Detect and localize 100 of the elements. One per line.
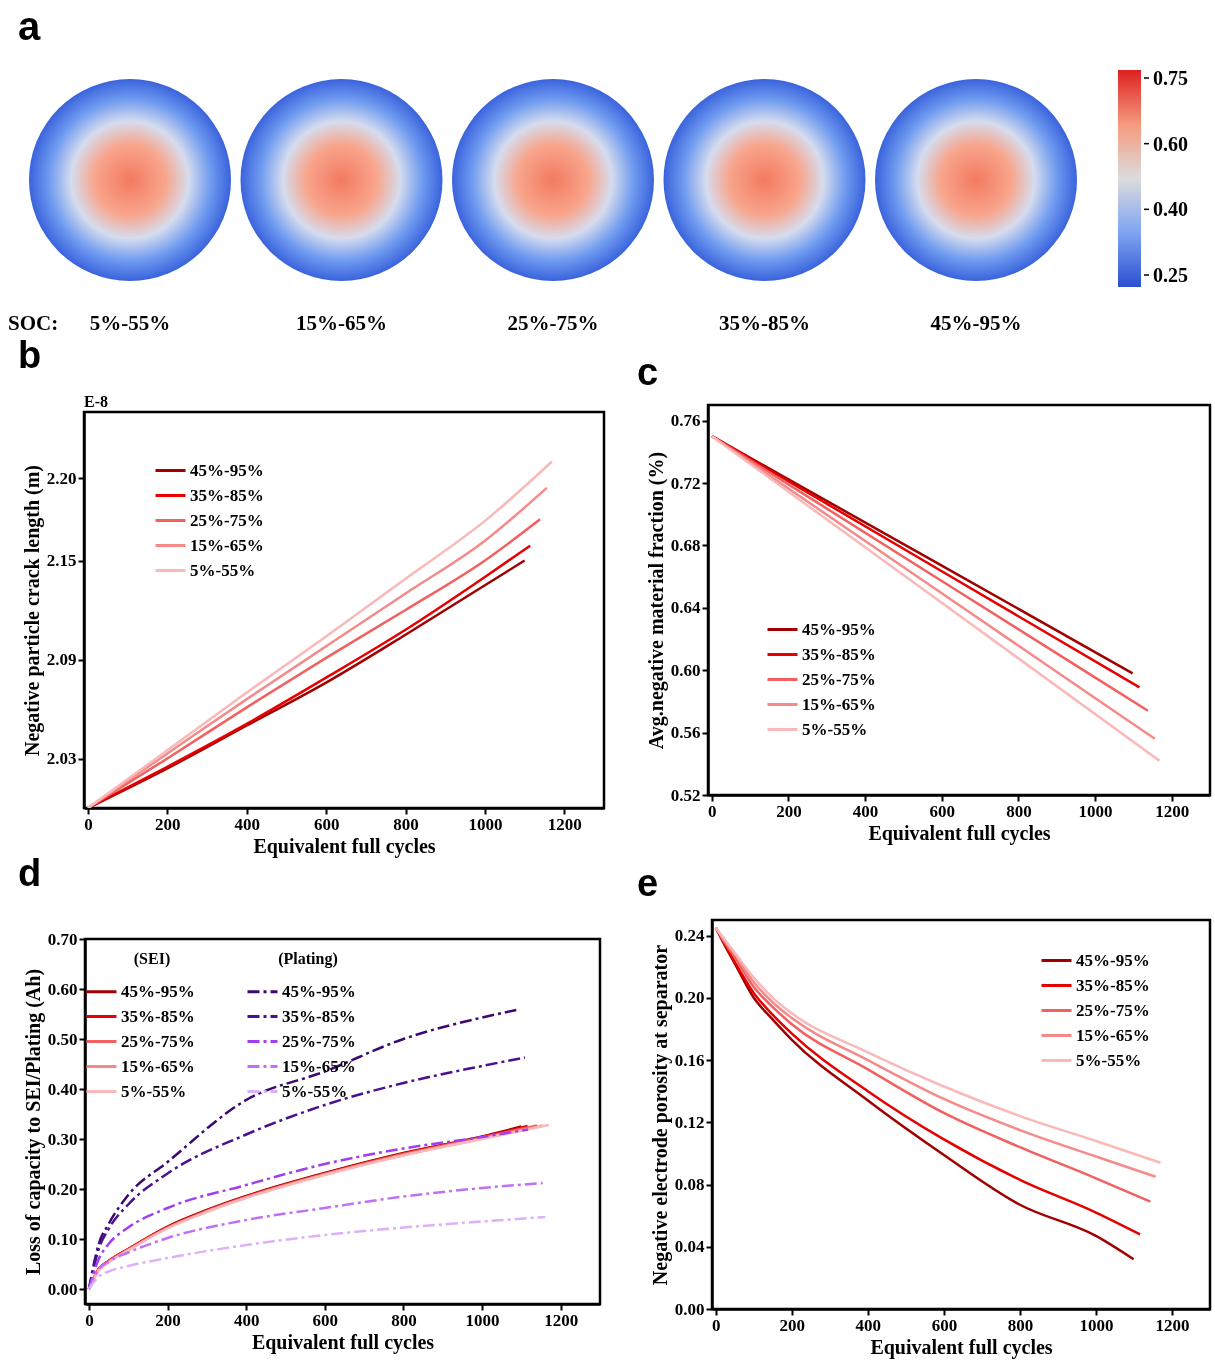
x-tick-label: 0 xyxy=(84,814,93,834)
x-tick-label: 800 xyxy=(393,814,419,834)
y-tick-label: 2.15 xyxy=(46,551,77,570)
legend-label: 45%-95% xyxy=(190,460,264,480)
x-tick-label: 800 xyxy=(1006,801,1032,821)
legend-label: 25%-75% xyxy=(1076,1000,1150,1020)
legend-label: 5%-55% xyxy=(802,719,868,739)
legend-label: 25%-75% xyxy=(802,669,876,689)
legend-label: 35%-85% xyxy=(1076,975,1150,995)
text: 0.25 xyxy=(1153,264,1188,286)
y-tick-label: 0.20 xyxy=(47,1179,78,1199)
x-tick-label: 1000 xyxy=(468,814,503,834)
legend-label: 15%-65% xyxy=(190,535,264,555)
x-tick-label: 1000 xyxy=(465,1310,500,1330)
x-tick-label: 1200 xyxy=(1155,1315,1190,1335)
text: a xyxy=(18,4,41,48)
x-axis-title: Equivalent full cycles xyxy=(868,821,1051,845)
y-tick-label: 0.00 xyxy=(674,1299,705,1319)
y-tick-label: 0.20 xyxy=(674,988,705,1008)
y-tick-label: 0.72 xyxy=(670,473,701,493)
x-tick-label: 600 xyxy=(312,1310,339,1330)
chart-title: c xyxy=(637,351,659,393)
annotation: (SEI) xyxy=(133,950,171,968)
legend-label: 5%-55% xyxy=(121,1081,187,1101)
y-tick-label: 2.03 xyxy=(46,749,77,768)
legend-label: 25%-75% xyxy=(282,1031,356,1051)
x-tick-label: 800 xyxy=(391,1310,417,1330)
x-tick-label: 1000 xyxy=(1079,1315,1114,1335)
legend-label: 15%-65% xyxy=(802,694,876,714)
y-tick-label: 0.60 xyxy=(47,979,78,999)
legend-label: 25%-75% xyxy=(121,1031,195,1051)
category-label: 5%-55% xyxy=(89,311,171,335)
x-tick-label: 1000 xyxy=(1078,801,1113,821)
x-tick-label: 800 xyxy=(1007,1315,1034,1335)
category-label: 35%-85% xyxy=(719,311,810,335)
y-axis-title: Negative particle crack length (m) xyxy=(20,464,44,757)
y-tick-label: 2.09 xyxy=(46,650,77,669)
text: 0.60 xyxy=(1153,132,1188,155)
legend-label: 45%-95% xyxy=(1076,950,1150,970)
x-tick-label: 200 xyxy=(155,814,181,834)
legend-label: 5%-55% xyxy=(1076,1050,1142,1070)
y-tick-label: 0.64 xyxy=(670,598,701,618)
y-tick-label: 0.16 xyxy=(674,1050,705,1070)
x-axis-title: Equivalent full cycles xyxy=(870,1335,1053,1359)
y-tick-label: 0.30 xyxy=(47,1129,78,1149)
legend-label: 35%-85% xyxy=(802,644,876,664)
x-tick-label: 600 xyxy=(929,801,956,821)
legend-label: 45%-95% xyxy=(121,981,195,1001)
text: E-8 xyxy=(84,393,108,410)
x-tick-label: 200 xyxy=(776,801,802,821)
y-tick-label: 0.00 xyxy=(47,1279,78,1299)
legend-label: 35%-85% xyxy=(190,485,264,505)
y-tick-label: 0.60 xyxy=(670,660,701,680)
legend-label: 15%-65% xyxy=(1076,1025,1150,1045)
chart-title: d xyxy=(18,852,42,894)
y-tick-label: 0.76 xyxy=(670,411,701,431)
legend-label: 45%-95% xyxy=(802,619,876,639)
x-tick-label: 400 xyxy=(852,801,879,821)
y-tick-label: 0.50 xyxy=(47,1029,78,1049)
text: 0.75 xyxy=(1153,67,1188,89)
x-tick-label: 400 xyxy=(855,1315,882,1335)
legend-label: 45%-95% xyxy=(282,981,356,1001)
y-tick-label: 0.52 xyxy=(670,785,701,805)
y-tick-label: 0.12 xyxy=(674,1112,705,1132)
legend-label: 5%-55% xyxy=(190,560,256,580)
x-axis-title: Equivalent full cycles xyxy=(253,834,436,858)
annotation: (Plating) xyxy=(278,950,338,968)
y-tick-label: 0.04 xyxy=(674,1237,705,1257)
x-tick-label: 400 xyxy=(233,1310,260,1330)
legend-label: 35%-85% xyxy=(121,1006,195,1026)
legend-label: 15%-65% xyxy=(121,1056,195,1076)
y-tick-label: 2.20 xyxy=(46,468,77,488)
y-axis-title: Loss of capacity to SEI/Plating (Ah) xyxy=(21,968,45,1276)
x-tick-label: 600 xyxy=(313,814,340,834)
y-tick-label: 0.40 xyxy=(47,1079,78,1099)
x-tick-label: 1200 xyxy=(544,1310,579,1330)
y-axis-title: Negative electrode porosity at separator xyxy=(648,944,672,1286)
legend-label: 25%-75% xyxy=(190,510,264,530)
y-tick-label: 0.10 xyxy=(47,1229,78,1249)
x-axis-title: Equivalent full cycles xyxy=(251,1330,435,1354)
x-tick-label: 200 xyxy=(779,1315,806,1335)
category-label: 45%-95% xyxy=(930,311,1022,335)
y-axis-title: Avg.negative material fraction (%) xyxy=(644,451,668,750)
x-tick-label: 0 xyxy=(708,801,717,821)
x-tick-label: 1200 xyxy=(547,814,582,834)
x-tick-label: 600 xyxy=(931,1315,958,1335)
text: 0.40 xyxy=(1153,198,1188,221)
x-tick-label: 400 xyxy=(234,814,260,834)
chart-title: e xyxy=(637,862,659,904)
x-tick-label: 1200 xyxy=(1155,801,1190,821)
category-label: 25%-75% xyxy=(507,311,599,335)
y-tick-label: 0.08 xyxy=(674,1175,705,1195)
text: SOC: xyxy=(8,311,59,335)
chart-title: b xyxy=(18,334,42,376)
x-tick-label: 0 xyxy=(85,1310,94,1330)
legend-label: 5%-55% xyxy=(282,1081,348,1101)
y-tick-label: 0.70 xyxy=(47,929,78,949)
legend-label: 35%-85% xyxy=(282,1006,356,1026)
x-tick-label: 0 xyxy=(712,1315,721,1335)
y-tick-label: 0.24 xyxy=(674,926,705,946)
